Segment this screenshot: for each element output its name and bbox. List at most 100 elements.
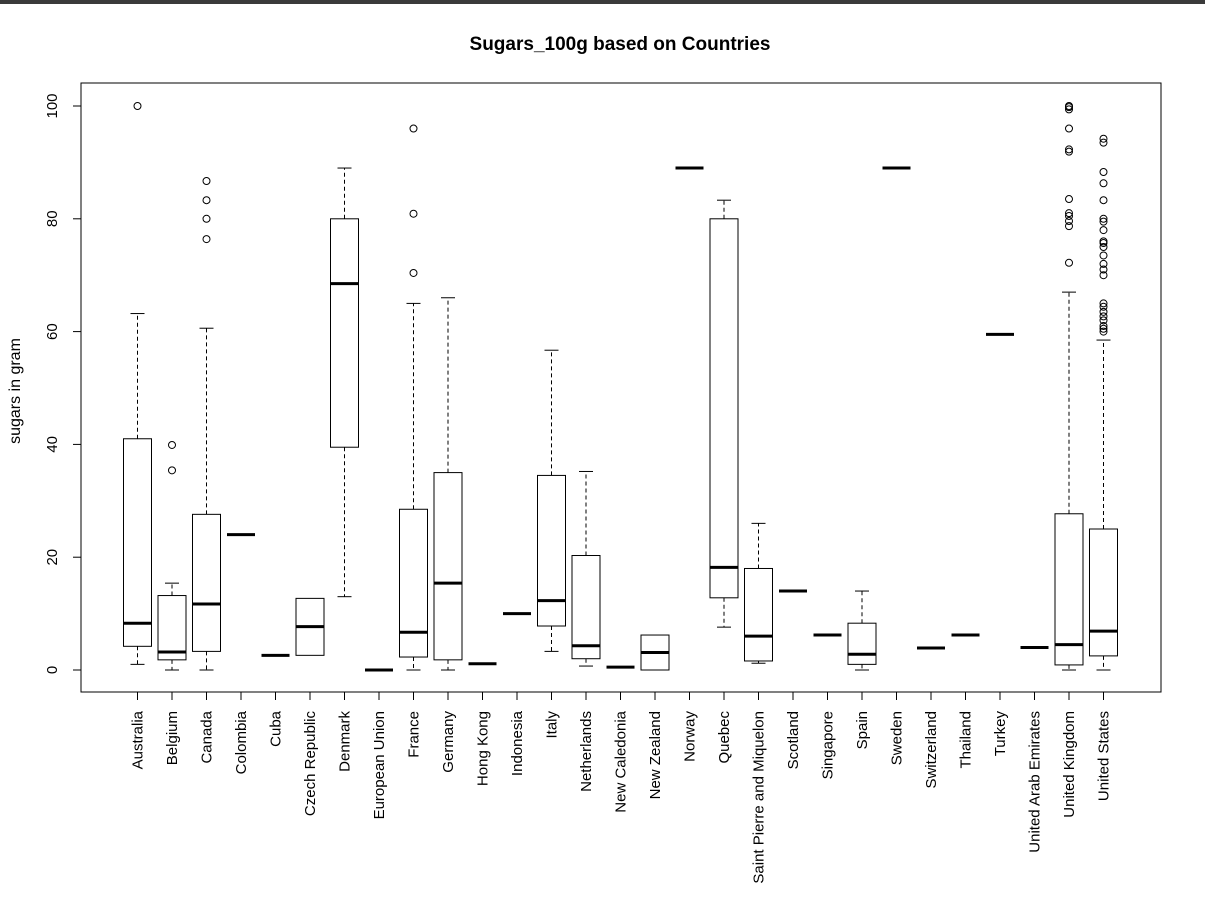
outlier-point [1065, 195, 1073, 204]
box-italy [537, 349, 566, 652]
outlier-point [1099, 179, 1108, 188]
chart-container: Sugars_100g based on Countries sugars in… [0, 4, 1205, 903]
outlier-point [1099, 196, 1108, 205]
x-tick-label-spain: Spain [854, 711, 871, 749]
x-tick-label-sweden: Sweden [889, 711, 906, 765]
x-tick-label-belgium: Belgium [164, 711, 181, 765]
x-tick-label-turkey: Turkey [992, 711, 1009, 757]
x-tick-label-european-union: European Union [371, 711, 388, 819]
outlier-point [1099, 316, 1108, 325]
x-tick-label-cuba: Cuba [268, 710, 285, 747]
x-tick-label-canada: Canada [199, 710, 216, 763]
x-axis: Australia Belgium Canada Colombia Cuba Czech … [130, 691, 1113, 884]
outlier-point [1099, 299, 1108, 308]
y-axis: 0 20 40 60 80 100 [44, 93, 82, 674]
x-tick-label-saint-pierre-and-miquelon: Saint Pierre and Miquelon [751, 711, 768, 884]
box-united-states [1089, 134, 1118, 671]
x-tick-label-united-states: United States [1096, 711, 1113, 801]
outlier-point [1065, 217, 1073, 226]
box-iqr [1054, 513, 1084, 666]
box-france [399, 124, 428, 671]
outlier-point [1099, 226, 1108, 235]
outlier-point [1099, 327, 1108, 336]
outlier-point [133, 102, 142, 110]
box-iqr [571, 555, 601, 660]
outlier-point [168, 440, 176, 449]
outlier-point [1099, 265, 1108, 274]
outlier-point [1099, 312, 1108, 321]
outlier-point [1065, 102, 1073, 110]
box-iqr [123, 438, 152, 647]
box-iqr [399, 508, 428, 658]
outlier-point [1065, 209, 1073, 218]
outlier-point [1099, 217, 1108, 226]
outlier-point [1099, 271, 1108, 280]
y-tick-label-20: 20 [44, 549, 61, 566]
box-spain [847, 590, 877, 671]
box-canada [192, 177, 221, 671]
box-quebec [709, 199, 739, 628]
y-tick-label-80: 80 [44, 210, 61, 227]
x-tick-label-quebec: Quebec [716, 711, 733, 764]
outlier-point [168, 466, 176, 475]
outlier-point [202, 235, 211, 244]
x-tick-label-hong-kong: Hong Kong [475, 711, 492, 786]
outlier-point [1099, 214, 1108, 223]
outlier-point [1065, 145, 1073, 154]
x-tick-label-scotland: Scotland [785, 711, 802, 769]
outlier-point [1099, 237, 1108, 246]
x-tick-label-united-kingdom: United Kingdom [1061, 711, 1078, 818]
outlier-point [202, 196, 211, 205]
box-saint-pierre-and-miquelon [744, 522, 773, 664]
x-tick-label-italy: Italy [544, 711, 561, 739]
outlier-point [1099, 259, 1108, 268]
outlier-point [1099, 134, 1108, 143]
box-iqr [433, 472, 463, 661]
outlier-point [1099, 302, 1108, 311]
box-iqr [1089, 528, 1118, 657]
outlier-point [409, 209, 418, 218]
outlier-point [409, 124, 418, 133]
outlier-point [202, 214, 211, 223]
outlier-point [202, 177, 211, 186]
box-belgium [157, 440, 187, 671]
y-tick-label-40: 40 [44, 436, 61, 453]
outlier-point [1065, 147, 1073, 156]
outlier-point [1099, 321, 1108, 330]
y-tick-label-0: 0 [44, 666, 61, 674]
box-iqr [847, 622, 877, 665]
box-new-zealand [640, 634, 670, 671]
outlier-point [1065, 211, 1073, 220]
outlier-point [1099, 251, 1108, 260]
box-iqr [537, 474, 566, 627]
box-australia [123, 102, 152, 665]
outlier-point [1099, 138, 1108, 147]
outlier-point [1065, 258, 1073, 267]
x-tick-label-australia: Australia [130, 710, 147, 769]
box-iqr [330, 218, 359, 448]
x-tick-label-thailand: Thailand [958, 711, 975, 769]
box-iqr [157, 595, 187, 661]
x-tick-label-norway: Norway [682, 711, 699, 762]
x-tick-label-germany: Germany [440, 711, 457, 773]
box-germany [433, 297, 463, 671]
window-top-border [0, 0, 1205, 4]
boxplot-chart: Sugars_100g based on Countries sugars in… [7, 34, 1162, 884]
outlier-point [1065, 105, 1073, 114]
x-tick-label-indonesia: Indonesia [509, 710, 526, 776]
box-denmark [330, 167, 359, 598]
outlier-point [1099, 324, 1108, 333]
x-tick-label-france: France [406, 711, 423, 758]
y-tick-label-100: 100 [44, 93, 61, 118]
x-tick-label-new-caledonia: New Caledonia [613, 710, 630, 812]
box-netherlands [571, 470, 601, 667]
outlier-point [1099, 307, 1108, 316]
y-tick-label-60: 60 [44, 323, 61, 340]
outlier-point [1065, 124, 1073, 133]
outlier-point [1065, 222, 1073, 231]
x-tick-label-switzerland: Switzerland [923, 711, 940, 789]
x-tick-label-new-zealand: New Zealand [647, 711, 664, 799]
plot-frame [80, 82, 1162, 693]
x-tick-label-singapore: Singapore [820, 711, 837, 779]
x-tick-label-netherlands: Netherlands [578, 711, 595, 792]
